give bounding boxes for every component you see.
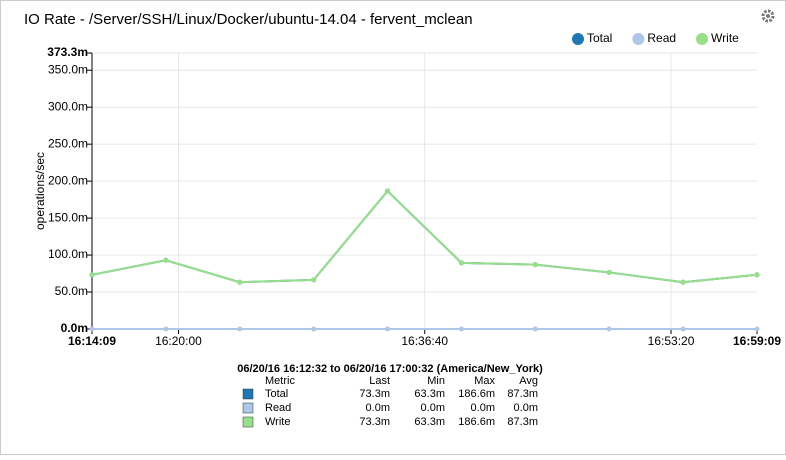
y-tick-label: 300.0m — [48, 99, 88, 113]
summary-cell: 0.0m — [421, 402, 445, 414]
data-point — [532, 326, 538, 332]
summary-swatch — [242, 402, 254, 414]
series-line — [91, 189, 758, 284]
legend-label: Total — [587, 31, 612, 45]
legend-swatch — [632, 33, 645, 45]
y-tick-label: 150.0m — [48, 210, 88, 224]
data-point — [606, 326, 612, 332]
summary-cell: 73.3m — [359, 416, 390, 428]
y-tick-label: 50.0m — [55, 284, 88, 298]
summary-cell: 87.3m — [507, 388, 538, 400]
summary-cell: 0.0m — [366, 402, 390, 414]
y-tick-label: 100.0m — [48, 247, 88, 261]
summary-cell: 87.3m — [507, 416, 538, 428]
summary-cell: 73.3m — [359, 388, 390, 400]
data-point — [311, 326, 317, 332]
y-tick-label: 373.3m — [47, 45, 88, 59]
summary-swatch — [242, 388, 254, 400]
summary-header: Max — [474, 375, 495, 387]
summary-cell: Write — [265, 416, 290, 428]
data-point — [163, 257, 169, 263]
data-point — [532, 262, 538, 268]
chart-title: IO Rate - /Server/SSH/Linux/Docker/ubunt… — [24, 11, 473, 28]
y-axis-label: operations/sec — [33, 152, 47, 230]
x-tick-label: 16:20:00 — [155, 334, 202, 348]
data-point — [237, 279, 243, 285]
summary-swatch — [242, 416, 254, 428]
summary-cell: 0.0m — [514, 402, 538, 414]
data-point — [385, 326, 391, 332]
summary-cell: 63.3m — [414, 388, 445, 400]
x-tick-label: 16:53:20 — [648, 334, 695, 348]
data-point — [458, 326, 464, 332]
data-point — [680, 326, 686, 332]
legend-label: Read — [647, 31, 676, 45]
y-tick-label: 0.0m — [61, 321, 88, 335]
data-point — [237, 326, 243, 332]
data-point — [89, 326, 95, 332]
legend-swatch — [696, 33, 709, 45]
summary-range: 06/20/16 16:12:32 to 06/20/16 17:00:32 (… — [237, 363, 543, 375]
x-tick-label: 16:14:09 — [68, 334, 116, 348]
summary-cell: 0.0m — [471, 402, 495, 414]
y-tick-label: 350.0m — [48, 62, 88, 76]
y-tick-label: 250.0m — [48, 136, 88, 150]
summary-cell: 186.6m — [458, 388, 495, 400]
summary-header: Metric — [265, 375, 295, 387]
data-point — [606, 269, 612, 275]
data-point — [680, 279, 686, 285]
summary-cell: Total — [265, 388, 288, 400]
data-point — [754, 326, 760, 332]
summary-header: Avg — [519, 375, 538, 387]
data-point — [89, 272, 95, 278]
data-point — [385, 188, 391, 194]
data-point — [163, 326, 169, 332]
summary-header: Last — [369, 375, 390, 387]
x-tick-label: 16:36:40 — [401, 334, 448, 348]
legend-swatch — [572, 33, 584, 45]
summary-cell: Read — [265, 402, 291, 414]
settings-icon[interactable] — [761, 9, 775, 23]
summary-header: Min — [427, 375, 445, 387]
x-tick-label: 16:59:09 — [733, 334, 781, 348]
data-point — [458, 260, 464, 266]
summary-cell: 186.6m — [458, 416, 495, 428]
y-tick-label: 200.0m — [48, 173, 88, 187]
data-point — [754, 272, 760, 278]
legend-label: Write — [711, 31, 739, 45]
summary-cell: 63.3m — [414, 416, 445, 428]
data-point — [311, 277, 317, 283]
